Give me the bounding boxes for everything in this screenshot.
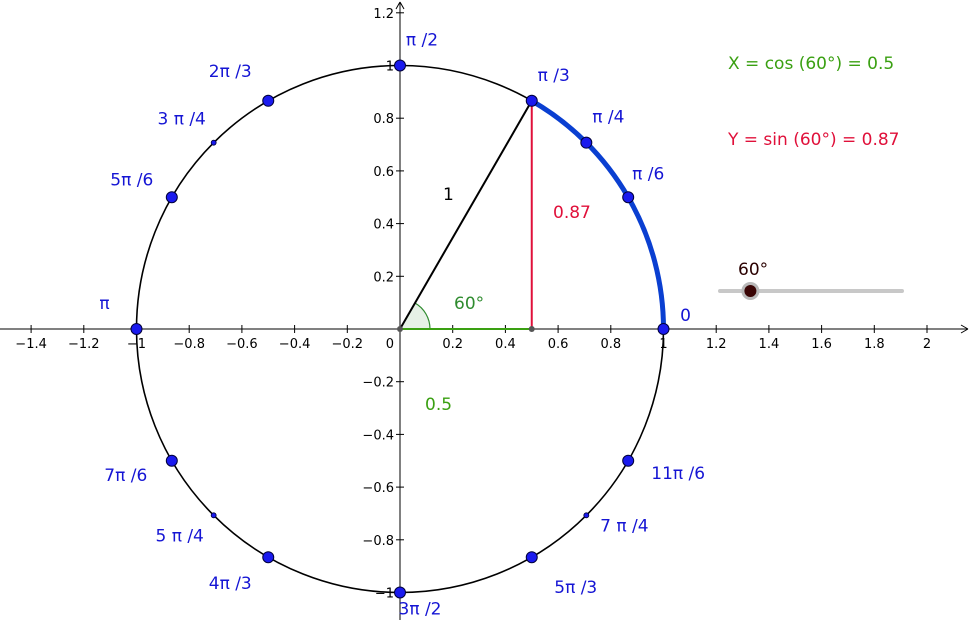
angle-point-small [210, 139, 217, 146]
y-tick-label: 1 [386, 60, 394, 75]
angle-slider[interactable]: 60° [718, 260, 904, 300]
x-axis-arrow [960, 324, 969, 334]
origin-label: 0 [386, 337, 394, 352]
x-tick-label: 1.8 [864, 337, 885, 352]
x-tick-label: 0.4 [495, 337, 516, 352]
y-tick-label: 0.2 [373, 270, 394, 285]
angle-point-label: 7π /6 [104, 466, 147, 486]
x-tick-label: 1.2 [706, 337, 727, 352]
angle-point-label: 5π /3 [554, 578, 597, 598]
angle-point-label: π /2 [406, 31, 438, 51]
sine-length-label: 0.87 [553, 203, 591, 223]
angle-point-label: 4π /3 [209, 574, 252, 594]
angle-point [657, 323, 670, 335]
origin-point [397, 326, 403, 332]
x-tick-label: −0.6 [226, 337, 258, 352]
y-tick-label: −1 [375, 587, 394, 602]
angle-point-label: 3π /2 [399, 600, 442, 620]
angle-point-label: 5 π /4 [155, 526, 203, 546]
angle-point [622, 454, 635, 467]
x-tick-label: 1.4 [759, 337, 780, 352]
angle-point [580, 136, 593, 149]
angle-point-label: 11π /6 [651, 464, 705, 484]
y-tick-label: −0.6 [362, 481, 394, 496]
y-tick-label: 0.8 [373, 112, 394, 127]
x-tick-label: −0.8 [173, 337, 205, 352]
angle-point-label: 0 [680, 306, 691, 326]
angle-sector [398, 302, 431, 330]
x-tick-label: 2 [923, 337, 931, 352]
cosine-length-label: 0.5 [425, 395, 452, 415]
x-tick-label: −1.2 [68, 337, 100, 352]
x-tick-label: −0.2 [332, 337, 364, 352]
highlighted-arc [530, 98, 666, 330]
angle-point [262, 94, 275, 107]
angle-point-label: π /4 [592, 108, 624, 128]
angle-point [394, 59, 406, 72]
y-tick-label: −0.2 [362, 376, 394, 391]
angle-point-label: π [99, 294, 109, 314]
x-tick-label: 0.8 [600, 337, 621, 352]
x-tick-label: −0.4 [279, 337, 311, 352]
y-axis-arrow [395, 1, 405, 10]
angle-point [130, 323, 143, 335]
hypotenuse-label: 1 [443, 185, 454, 205]
angle-point-label: π /6 [632, 164, 664, 184]
angle-point [262, 551, 275, 564]
angle-points: 0 π /6 π /4 π /3 π /2 2π /3 3 π /4 5π /6 π 7π /6 5… [99, 31, 705, 620]
y-tick-label: 1.2 [373, 7, 394, 22]
angle-point-small [583, 512, 590, 519]
angle-point-label: 5π /6 [110, 170, 153, 190]
y-tick-label: −0.8 [362, 534, 394, 549]
reference-triangle [397, 100, 535, 332]
angle-point [622, 191, 635, 204]
sine-readout: Y = sin (60°) = 0.87 [727, 130, 900, 150]
angle-point-label: 3 π /4 [157, 110, 205, 130]
y-tick-label: −0.4 [362, 428, 394, 443]
angle-point [525, 94, 538, 107]
radius-segment [399, 100, 533, 330]
slider-value-label: 60° [738, 260, 768, 280]
y-tick-label: 0.6 [373, 165, 394, 180]
slider-knob[interactable] [744, 285, 757, 297]
angle-point-label: 2π /3 [209, 62, 252, 82]
foot-point [528, 326, 535, 332]
x-tick-label: −1.4 [15, 337, 47, 352]
angle-value-label: 60° [454, 294, 484, 314]
x-tick-label: 0.6 [548, 337, 569, 352]
angle-point-label: π /3 [538, 66, 570, 86]
angle-point [525, 551, 538, 564]
x-tick-label: 1.6 [811, 337, 832, 352]
angle-point-label: 7 π /4 [600, 516, 648, 536]
angle-point [394, 586, 406, 599]
angle-point [165, 191, 178, 204]
angle-point [165, 454, 178, 467]
x-tick-label: 0.2 [442, 337, 463, 352]
cosine-readout: X = cos (60°) = 0.5 [728, 54, 894, 74]
angle-point-small [210, 512, 217, 519]
y-tick-label: 0.4 [373, 218, 394, 233]
